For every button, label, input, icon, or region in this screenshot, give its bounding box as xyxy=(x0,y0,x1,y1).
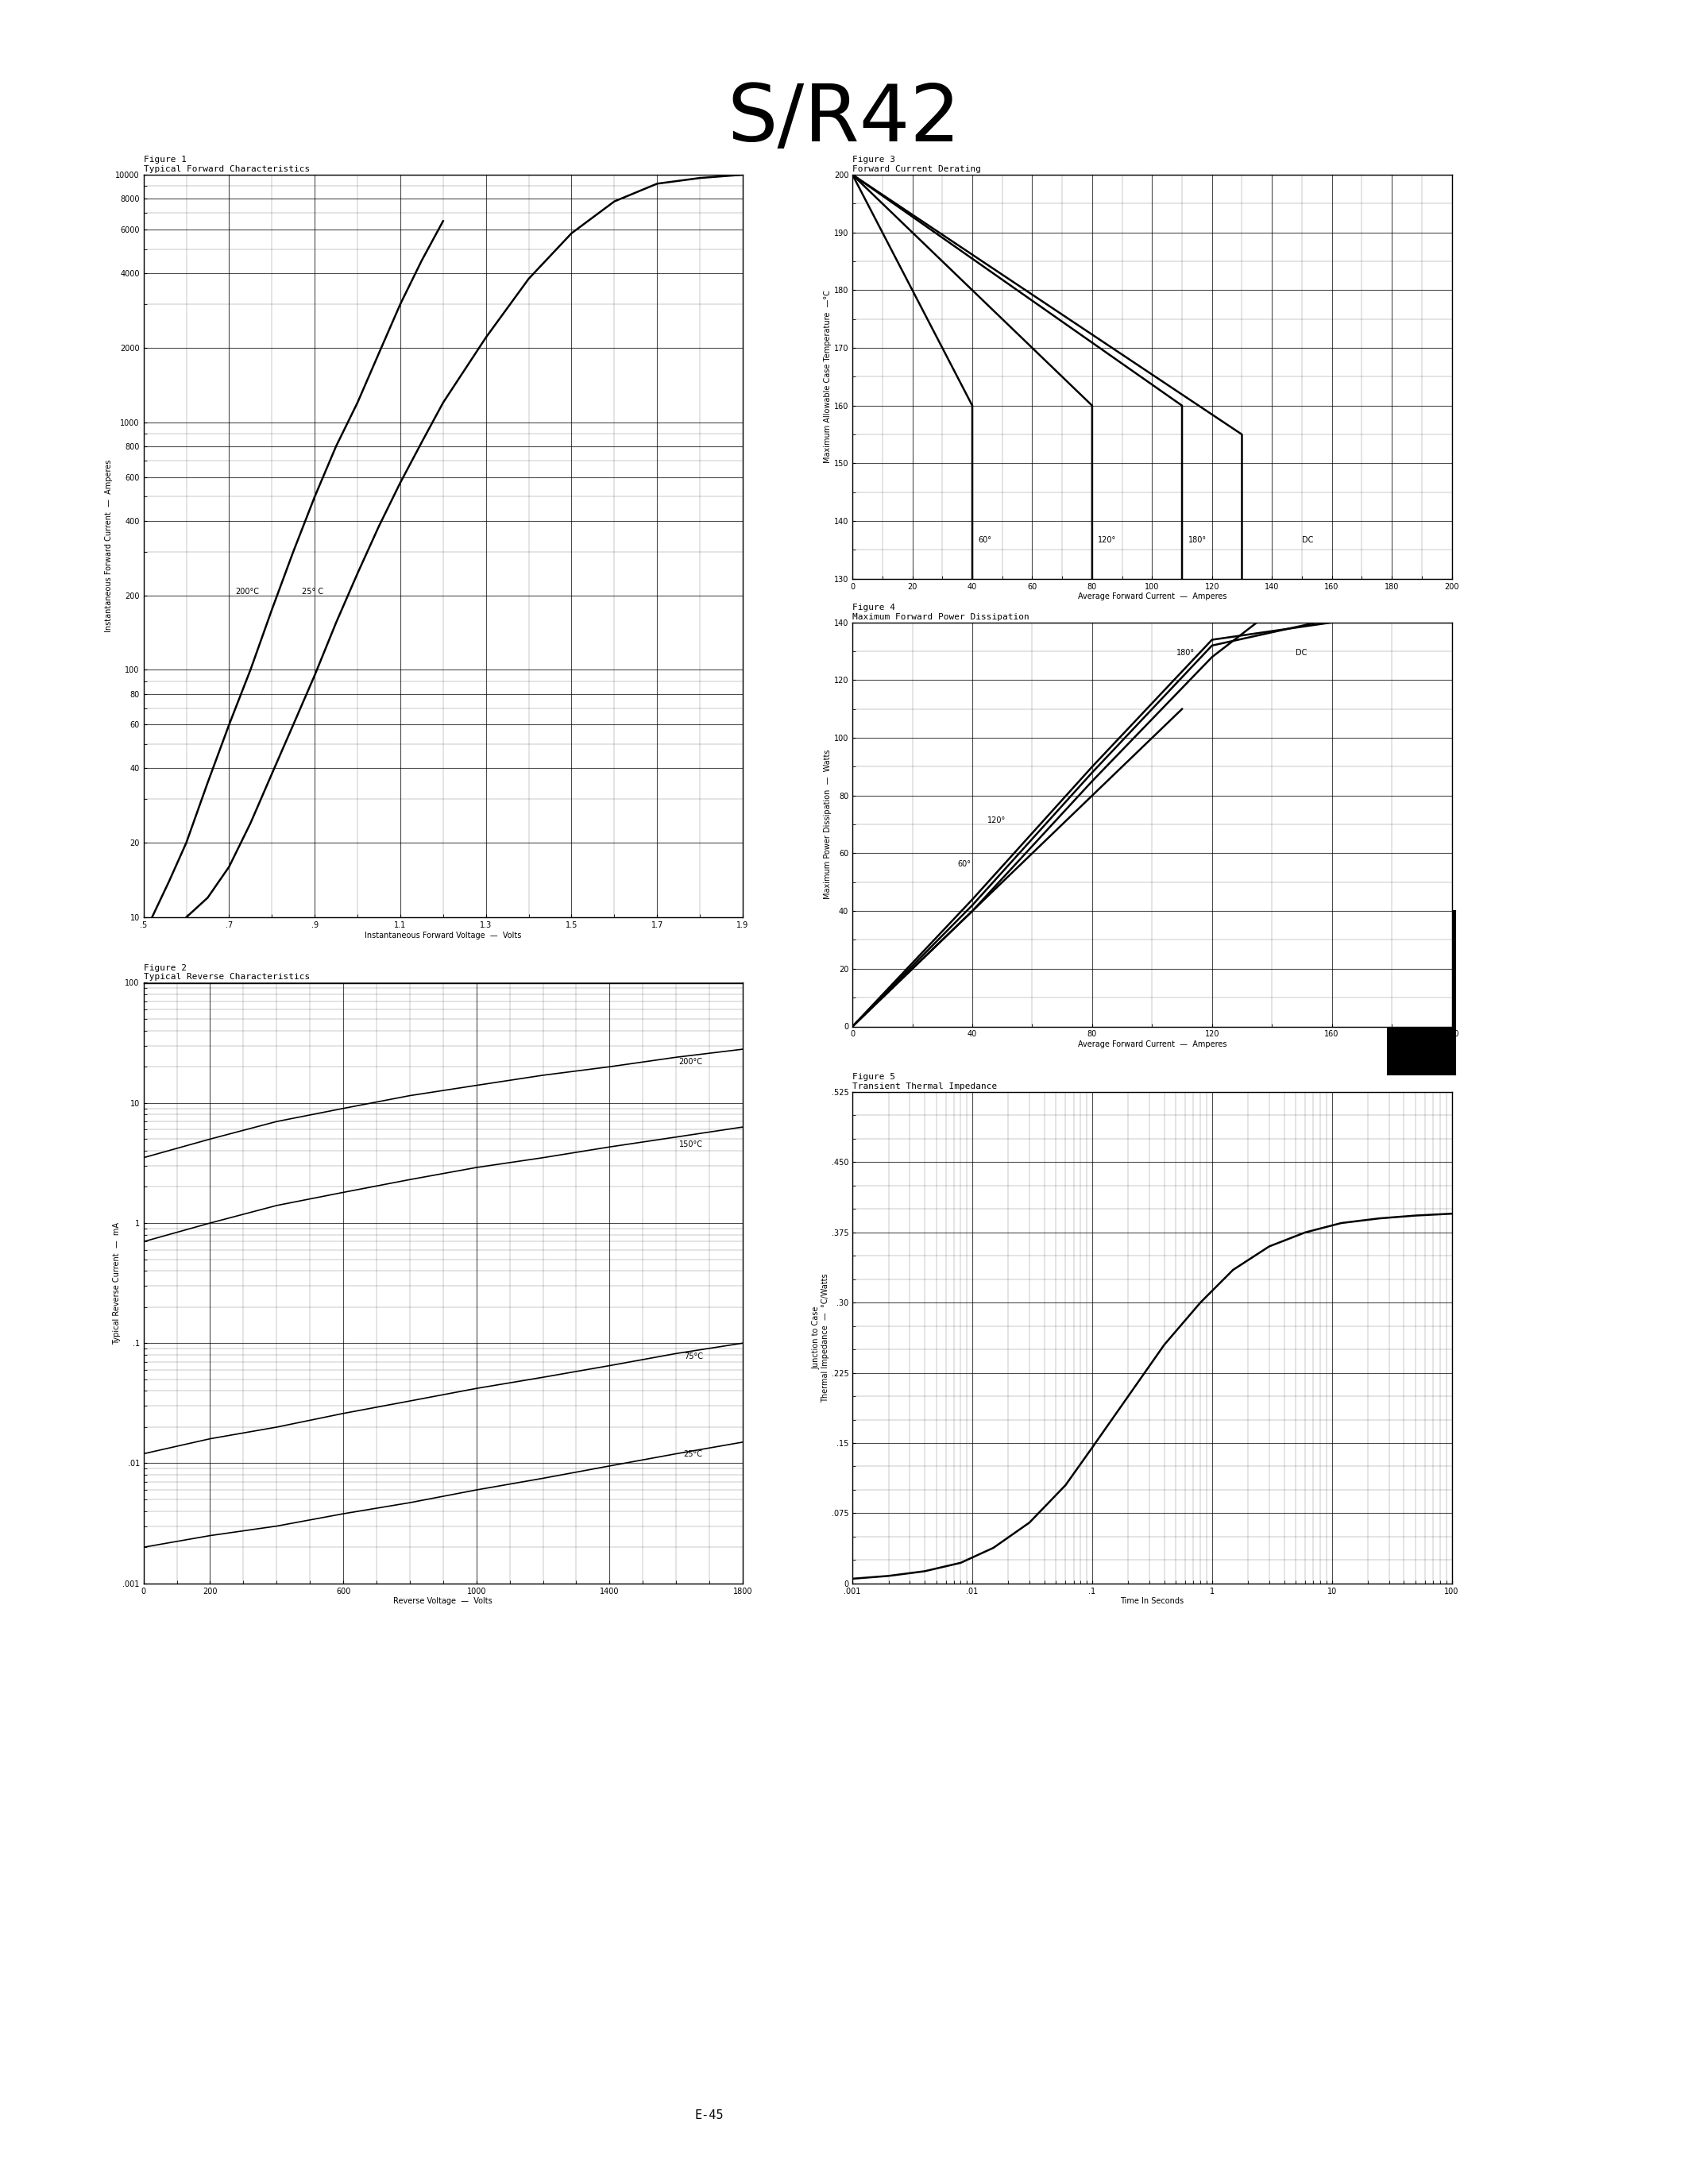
Text: 180°: 180° xyxy=(1188,537,1207,544)
Y-axis label: Junction to Case
Thermal Impedance  —  °C/Watts: Junction to Case Thermal Impedance — °C/… xyxy=(812,1273,829,1402)
Text: E: E xyxy=(1413,981,1430,1005)
X-axis label: Average Forward Current  —  Amperes: Average Forward Current — Amperes xyxy=(1077,1040,1227,1048)
Text: 60°: 60° xyxy=(979,537,993,544)
Y-axis label: Maximum Power Dissipation  —  Watts: Maximum Power Dissipation — Watts xyxy=(824,749,832,900)
Text: 25°C: 25°C xyxy=(684,1450,702,1457)
Text: Figure 4
Maximum Forward Power Dissipation: Figure 4 Maximum Forward Power Dissipati… xyxy=(852,603,1030,620)
Text: Figure 2
Typical Reverse Characteristics: Figure 2 Typical Reverse Characteristics xyxy=(143,963,309,981)
Text: 25° C: 25° C xyxy=(302,587,324,596)
Text: 200°C: 200°C xyxy=(679,1057,702,1066)
Y-axis label: Instantaneous Forward Current  —  Amperes: Instantaneous Forward Current — Amperes xyxy=(105,459,113,633)
X-axis label: Average Forward Current  —  Amperes: Average Forward Current — Amperes xyxy=(1077,592,1227,601)
X-axis label: Instantaneous Forward Voltage  —  Volts: Instantaneous Forward Voltage — Volts xyxy=(365,930,522,939)
Text: 150°C: 150°C xyxy=(679,1140,702,1149)
Text: DC: DC xyxy=(1296,649,1307,657)
Text: 180°: 180° xyxy=(1177,649,1195,657)
Text: Figure 5
Transient Thermal Impedance: Figure 5 Transient Thermal Impedance xyxy=(852,1072,998,1090)
Text: DC: DC xyxy=(1301,537,1313,544)
Text: Figure 1
Typical Forward Characteristics: Figure 1 Typical Forward Characteristics xyxy=(143,155,309,173)
Text: 200°C: 200°C xyxy=(236,587,260,596)
Y-axis label: Maximum Allowable Case Temperature  —°C: Maximum Allowable Case Temperature —°C xyxy=(824,290,832,463)
Y-axis label: Typical Reverse Current  —  mA: Typical Reverse Current — mA xyxy=(113,1221,120,1343)
Text: 120°: 120° xyxy=(1099,537,1116,544)
Text: S/R42: S/R42 xyxy=(728,81,960,157)
X-axis label: Time In Seconds: Time In Seconds xyxy=(1121,1597,1183,1605)
Text: 60°: 60° xyxy=(957,860,971,867)
Text: Figure 3
Forward Current Derating: Figure 3 Forward Current Derating xyxy=(852,155,981,173)
Text: E-45: E-45 xyxy=(694,2110,724,2121)
Text: 120°: 120° xyxy=(987,817,1006,826)
Text: 75°C: 75°C xyxy=(684,1352,702,1361)
X-axis label: Reverse Voltage  —  Volts: Reverse Voltage — Volts xyxy=(393,1597,493,1605)
